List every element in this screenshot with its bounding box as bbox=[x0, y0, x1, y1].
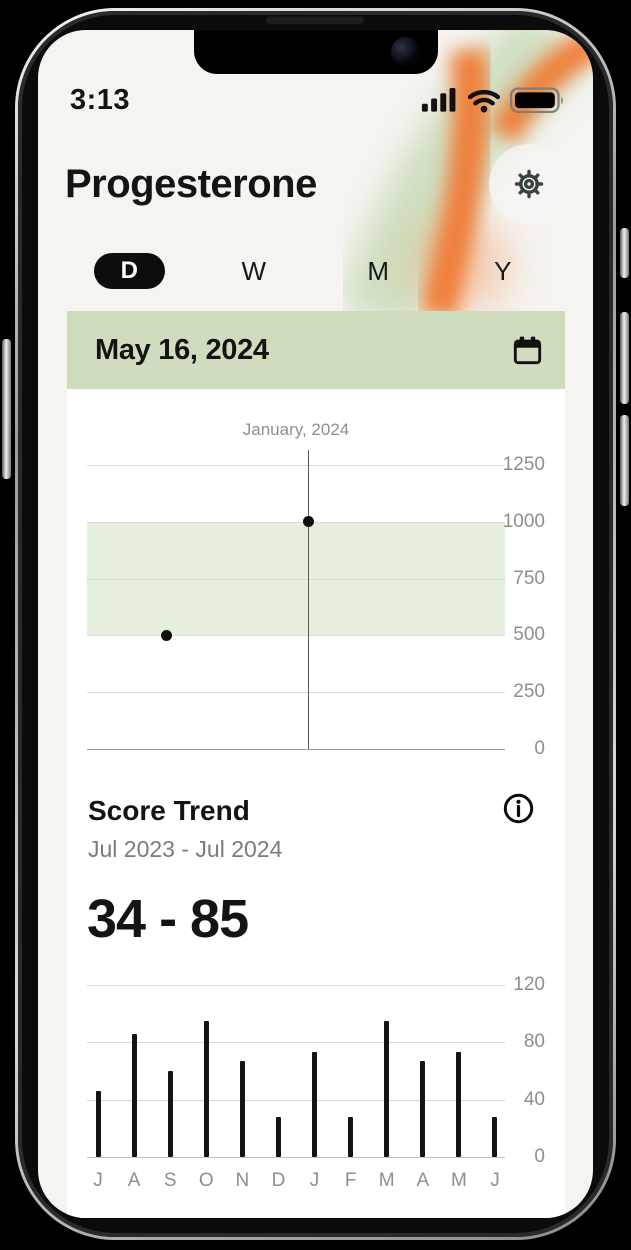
gridline bbox=[87, 692, 505, 694]
y-tick-label: 120 bbox=[513, 974, 545, 995]
app-screen: 3:13 bbox=[38, 30, 593, 1218]
bar bbox=[420, 1060, 426, 1157]
power-button bbox=[2, 339, 11, 479]
phone-frame: 3:13 bbox=[15, 8, 616, 1240]
content-card: January, 2024 0 250 500 750 1000 1250 Score T… bbox=[67, 389, 565, 1218]
bar bbox=[492, 1116, 498, 1157]
settings-button[interactable] bbox=[489, 144, 569, 224]
gridline bbox=[87, 521, 505, 523]
gridline bbox=[87, 1042, 505, 1044]
cellular-signal-icon bbox=[421, 88, 456, 112]
selected-date-line bbox=[307, 450, 310, 749]
bar bbox=[95, 1091, 101, 1157]
bar bbox=[131, 1033, 137, 1157]
tab-week[interactable]: W bbox=[192, 253, 317, 289]
volume-down-button bbox=[620, 415, 629, 506]
volume-up-button bbox=[620, 312, 629, 404]
earpiece-speaker bbox=[265, 15, 365, 24]
tab-month[interactable]: M bbox=[316, 253, 441, 289]
y-tick-label: 750 bbox=[513, 567, 545, 589]
y-tick-label: 0 bbox=[534, 1146, 545, 1167]
tab-month-label: M bbox=[367, 255, 390, 286]
selected-date: May 16, 2024 bbox=[95, 333, 269, 366]
gridline bbox=[87, 465, 505, 466]
status-bar: 3:13 bbox=[70, 84, 565, 117]
scatter-plot[interactable]: January, 2024 0 250 500 750 1000 1250 bbox=[67, 389, 565, 779]
bar bbox=[167, 1071, 173, 1157]
x-tick-label: M bbox=[378, 1170, 395, 1191]
bar bbox=[239, 1060, 245, 1157]
data-point bbox=[303, 516, 315, 528]
bar bbox=[203, 1020, 209, 1157]
bar bbox=[312, 1052, 318, 1157]
bar bbox=[275, 1116, 281, 1157]
battery-icon bbox=[510, 87, 563, 114]
x-tick-label: J bbox=[93, 1170, 103, 1191]
calendar-icon[interactable] bbox=[512, 335, 543, 366]
gridline bbox=[87, 985, 505, 986]
tab-week-label: W bbox=[241, 255, 267, 286]
scatter-chart-title: January, 2024 bbox=[242, 420, 350, 439]
x-tick-label: A bbox=[127, 1170, 141, 1191]
y-tick-label: 1250 bbox=[502, 454, 545, 475]
score-trend-period: Jul 2023 - Jul 2024 bbox=[88, 836, 283, 862]
x-tick-label: A bbox=[416, 1170, 430, 1191]
y-tick-label: 40 bbox=[523, 1088, 545, 1110]
gear-icon bbox=[514, 169, 544, 199]
notch bbox=[193, 30, 438, 74]
page-header: Progesterone bbox=[65, 144, 569, 224]
gridline bbox=[87, 578, 505, 580]
mute-switch bbox=[620, 228, 629, 278]
y-tick-label: 80 bbox=[523, 1031, 545, 1053]
gridline bbox=[87, 749, 505, 750]
date-selector-bar[interactable]: May 16, 2024 bbox=[67, 311, 565, 389]
x-tick-label: N bbox=[235, 1170, 250, 1191]
page-title: Progesterone bbox=[65, 161, 317, 206]
bar bbox=[348, 1116, 354, 1157]
x-tick-label: O bbox=[198, 1170, 214, 1191]
status-time: 3:13 bbox=[70, 84, 131, 116]
x-tick-label: F bbox=[344, 1170, 357, 1191]
info-icon bbox=[503, 793, 534, 824]
x-tick-label: J bbox=[490, 1170, 500, 1191]
tab-year-label: Y bbox=[494, 255, 512, 286]
gridline bbox=[87, 1099, 505, 1101]
tab-year[interactable]: Y bbox=[441, 253, 566, 289]
x-tick-label: M bbox=[450, 1170, 467, 1191]
gridline bbox=[87, 1157, 505, 1158]
data-point bbox=[160, 629, 172, 641]
gridline bbox=[87, 635, 505, 637]
tab-day-label: D bbox=[93, 253, 165, 289]
bar-chart[interactable]: 0 40 80 120 J A S O N D J F M A M J bbox=[67, 949, 565, 1199]
score-trend-range: 34 - 85 bbox=[87, 889, 249, 949]
bar bbox=[456, 1052, 462, 1157]
y-tick-label: 250 bbox=[513, 681, 545, 703]
y-tick-label: 0 bbox=[534, 738, 545, 759]
info-button[interactable] bbox=[502, 792, 535, 830]
score-trend-title: Score Trend bbox=[88, 795, 250, 826]
x-tick-label: J bbox=[309, 1170, 320, 1191]
tab-day[interactable]: D bbox=[67, 253, 192, 289]
x-tick-label: S bbox=[163, 1170, 177, 1191]
wifi-icon bbox=[467, 89, 501, 113]
time-range-tabs: D W M Y bbox=[67, 253, 565, 289]
x-tick-label: D bbox=[271, 1170, 286, 1191]
front-camera bbox=[390, 37, 420, 66]
y-tick-label: 500 bbox=[513, 624, 545, 646]
bar bbox=[384, 1020, 390, 1157]
y-tick-label: 1000 bbox=[502, 510, 545, 532]
